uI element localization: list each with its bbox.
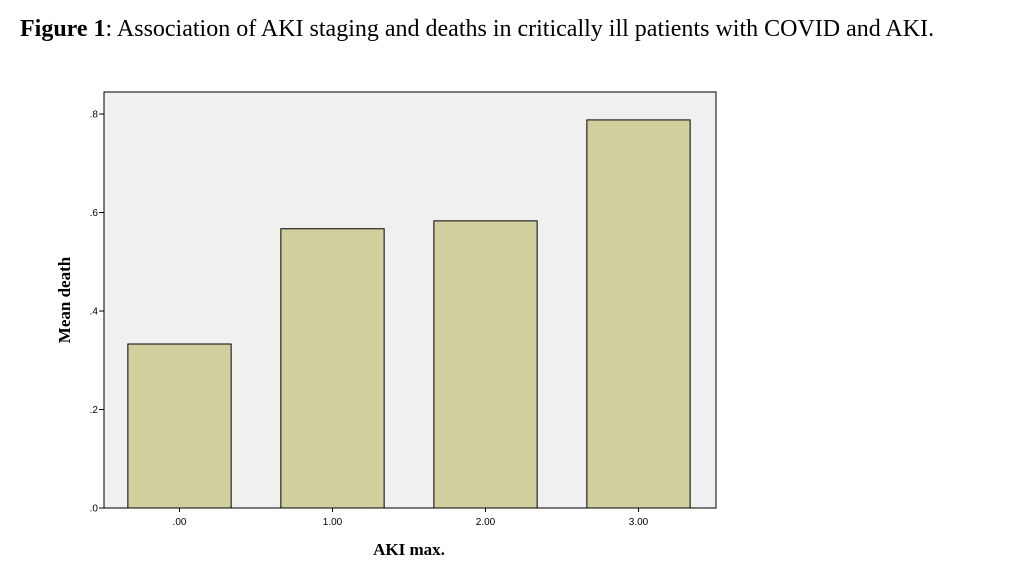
y-tick-label: .6 — [90, 208, 99, 219]
x-tick-label: 1.00 — [323, 517, 343, 528]
y-tick-label: .8 — [90, 110, 99, 121]
figure-caption: Figure 1: Association of AKI staging and… — [20, 14, 934, 44]
y-tick-label: .2 — [90, 405, 99, 416]
x-tick-label: 3.00 — [629, 517, 649, 528]
bar — [127, 343, 232, 509]
y-tick-label: .0 — [90, 504, 99, 515]
bar — [433, 220, 538, 509]
bar — [280, 228, 385, 509]
figure-label: Figure 1 — [20, 16, 106, 42]
y-tick-label: .4 — [90, 307, 99, 318]
x-tick-label: .00 — [173, 517, 187, 528]
x-axis-title: AKI max. — [373, 540, 445, 559]
bar — [586, 119, 691, 509]
y-axis-title: Mean death — [55, 256, 74, 343]
figure-caption-text: : Association of AKI staging and deaths … — [105, 16, 935, 42]
x-tick-label: 2.00 — [476, 517, 496, 528]
